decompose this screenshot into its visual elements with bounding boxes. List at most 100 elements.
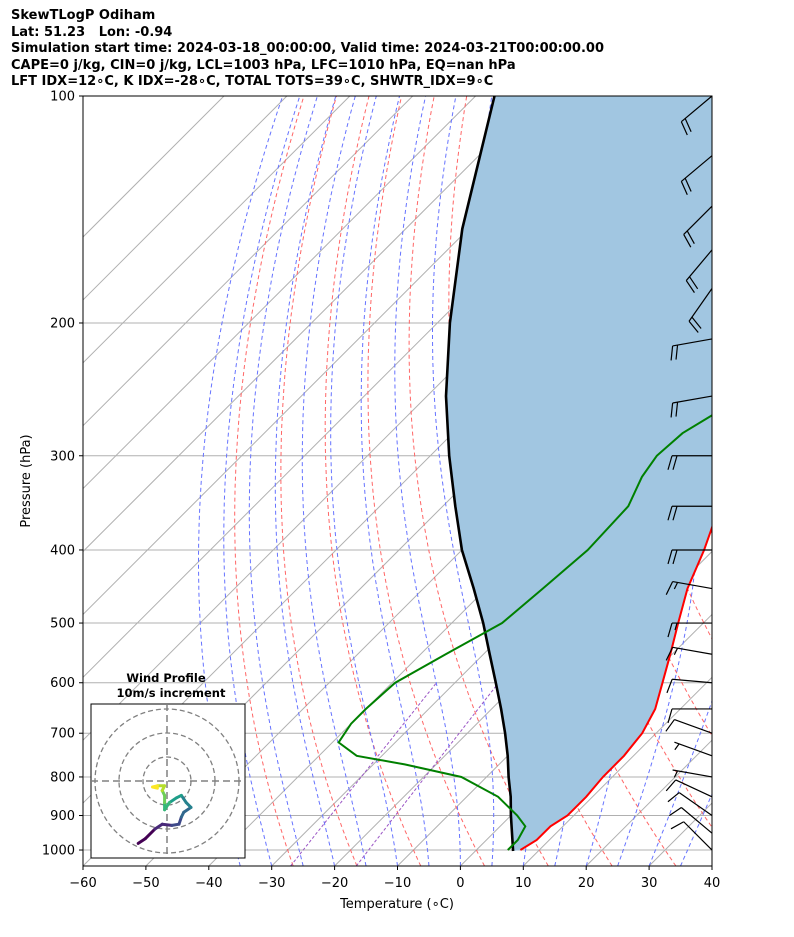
barb-half-feather (674, 622, 678, 631)
sounding-lines (337, 96, 712, 852)
hodograph-content (91, 704, 245, 858)
y-tick-label: 300 (50, 449, 75, 464)
wind-barb (672, 769, 713, 778)
dewpoint-line (337, 414, 712, 851)
y-tick-label: 100 (50, 90, 75, 105)
x-tick-label: −30 (258, 876, 285, 891)
moist-adiabat-line (360, 96, 430, 866)
simulation-times: Simulation start time: 2024-03-18_00:00:… (11, 41, 604, 56)
barb-feather (689, 276, 699, 290)
x-tick-label: −50 (132, 876, 159, 891)
barb-staff (688, 288, 713, 322)
barb-staff (680, 807, 713, 834)
y-tick-label: 200 (50, 316, 75, 331)
moist-adiabat-line (301, 96, 367, 866)
hodograph-segment (160, 822, 174, 827)
isotherm-line (83, 96, 539, 553)
x-axis-label: Temperature (∘C) (339, 897, 454, 912)
barb-feather (670, 821, 685, 830)
moist-adiabat-line (680, 793, 712, 866)
barb-feather (665, 719, 675, 732)
barb-staff (680, 155, 713, 182)
barb-feather (675, 344, 679, 360)
wind-barb (674, 741, 713, 757)
moist-adiabat-line (248, 96, 318, 866)
wind-barb (670, 338, 713, 361)
wind-barb (667, 622, 712, 638)
x-tick-label: −60 (69, 876, 96, 891)
barb-half-feather (674, 743, 680, 751)
wind-barb (665, 718, 713, 734)
moist-adiabat-line (394, 96, 461, 866)
dry-adiabat-line (280, 96, 358, 866)
hodograph-title: Wind Profile (126, 671, 206, 685)
hodograph-segment (143, 827, 157, 841)
chart-header: SkewTLogP Odiham Lat: 51.23 Lon: -0.94 S… (11, 8, 604, 91)
parcel-shading (446, 96, 712, 851)
barb-feather (670, 345, 674, 361)
wind-barb (665, 779, 713, 798)
mixing-ratio-line (355, 682, 499, 866)
barb-half-feather (673, 647, 679, 655)
barb-feather (672, 455, 678, 470)
barb-staff (672, 678, 713, 684)
x-tick-label: −20 (321, 876, 348, 891)
barb-staff (672, 338, 713, 347)
wind-barb (670, 395, 713, 418)
parcel-temperature-shade (446, 96, 712, 851)
dry-adiabat-line (727, 96, 794, 866)
chart-title: SkewTLogP Odiham (11, 8, 156, 23)
isotherm-line (83, 96, 476, 490)
isotherm-line (522, 676, 712, 866)
wind-barb (688, 288, 713, 333)
isotherm-line (83, 96, 414, 427)
barb-feather (680, 121, 688, 136)
parcel-profile-line (444, 96, 515, 852)
dry-adiabat-line (324, 96, 422, 866)
barb-feather (665, 647, 674, 661)
y-tick-label: 400 (50, 543, 75, 558)
barb-feather (667, 506, 673, 521)
moist-adiabat-line (432, 96, 495, 866)
y-tick-label: 500 (50, 617, 75, 632)
stability-parameters: CAPE=0 j/kg, CIN=0 j/kg, LCL=1003 hPa, L… (11, 57, 516, 73)
y-tick-label: 700 (50, 727, 75, 742)
x-tick-label: 10 (515, 876, 532, 891)
x-tick-label: 30 (641, 876, 658, 891)
y-tick-label: 1000 (42, 844, 75, 859)
y-tick-label: 600 (50, 676, 75, 691)
x-tick-label: −10 (384, 876, 411, 891)
barb-staff (675, 779, 713, 798)
hodograph-subtitle: 10m/s increment (117, 686, 226, 700)
x-tick-label: 20 (578, 876, 595, 891)
barb-staff (685, 249, 713, 281)
stability-indices: LFT IDX=12∘C, K IDX=-28∘C, TOTAL TOTS=39… (11, 74, 494, 89)
moist-adiabat-line (330, 96, 398, 866)
isotherm-line (83, 96, 225, 238)
dry-adiabat-line (760, 96, 794, 866)
barb-staff (672, 769, 713, 778)
isotherm-line (83, 96, 351, 364)
station-location: Lat: 51.23 Lon: -0.94 (11, 24, 173, 40)
barb-staff (672, 581, 713, 590)
barb-feather (667, 549, 673, 565)
wind-barb (665, 581, 713, 595)
y-tick-label: 800 (50, 770, 75, 785)
barb-feather (686, 230, 695, 244)
wind-barb (680, 95, 713, 136)
moist-adiabat-line (198, 96, 284, 866)
wind-barb (667, 505, 712, 521)
barb-feather (667, 622, 673, 638)
barb-feather (691, 316, 702, 329)
mixing-ratio-line (290, 682, 437, 866)
wind-barb (666, 678, 713, 694)
moist-adiabat-line (223, 96, 301, 866)
barb-feather (670, 402, 674, 418)
wind-barb (667, 549, 712, 565)
wind-barb (667, 792, 713, 817)
wind-barb (665, 646, 713, 661)
wind-barb (668, 807, 713, 834)
barb-feather (667, 792, 680, 803)
barb-feather (672, 506, 678, 521)
